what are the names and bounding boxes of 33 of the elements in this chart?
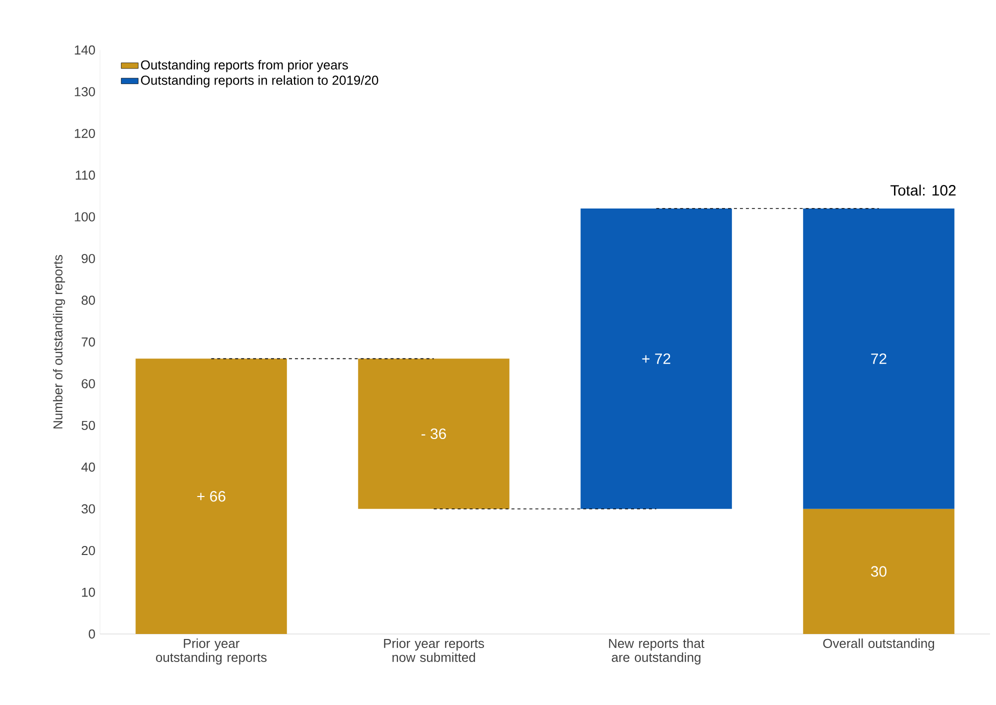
data-label: - 36 [422, 428, 446, 440]
data-label: + 72 [642, 353, 670, 364]
y-tick-label: 40 [81, 462, 95, 472]
x-tick-label: Prior year reports now submitted [384, 638, 484, 662]
y-tick-label: 140 [74, 45, 95, 55]
y-tick-label: 130 [74, 87, 95, 96]
y-tick-label: 30 [82, 504, 95, 514]
y-tick-label: 0 [88, 629, 95, 639]
bar [803, 508, 954, 634]
y-tick-label: 120 [74, 128, 95, 138]
y-tick-label: 10 [82, 588, 95, 597]
data-label: 72 [871, 353, 886, 364]
y-axis-title: Number of outstanding reports [52, 255, 66, 428]
y-tick-label: 110 [76, 170, 95, 180]
y-tick-label: 20 [82, 546, 95, 556]
y-tick-label: 90 [82, 254, 95, 264]
legend-label: Outstanding reports in relation to 2019/20 [141, 75, 378, 88]
y-tick-label: 60 [82, 379, 95, 388]
data-label: + 66 [197, 491, 226, 502]
bar [580, 208, 732, 509]
legend-label: Outstanding reports from prior years [141, 60, 348, 72]
bar [136, 358, 287, 634]
x-tick-label: Overall outstanding [823, 638, 934, 651]
x-tick-label: New reports that are outstanding [609, 638, 704, 665]
x-tick-label: Prior year outstanding reports [156, 638, 267, 665]
y-tick-label: 50 [82, 420, 95, 430]
y-tick-label: 70 [82, 337, 95, 347]
y-tick-label: 100 [74, 212, 95, 222]
bar [358, 358, 510, 509]
annotation: Total: 102 [890, 184, 956, 196]
y-tick-label: 80 [82, 296, 95, 305]
bar [803, 208, 954, 509]
data-label: 30 [871, 566, 886, 577]
